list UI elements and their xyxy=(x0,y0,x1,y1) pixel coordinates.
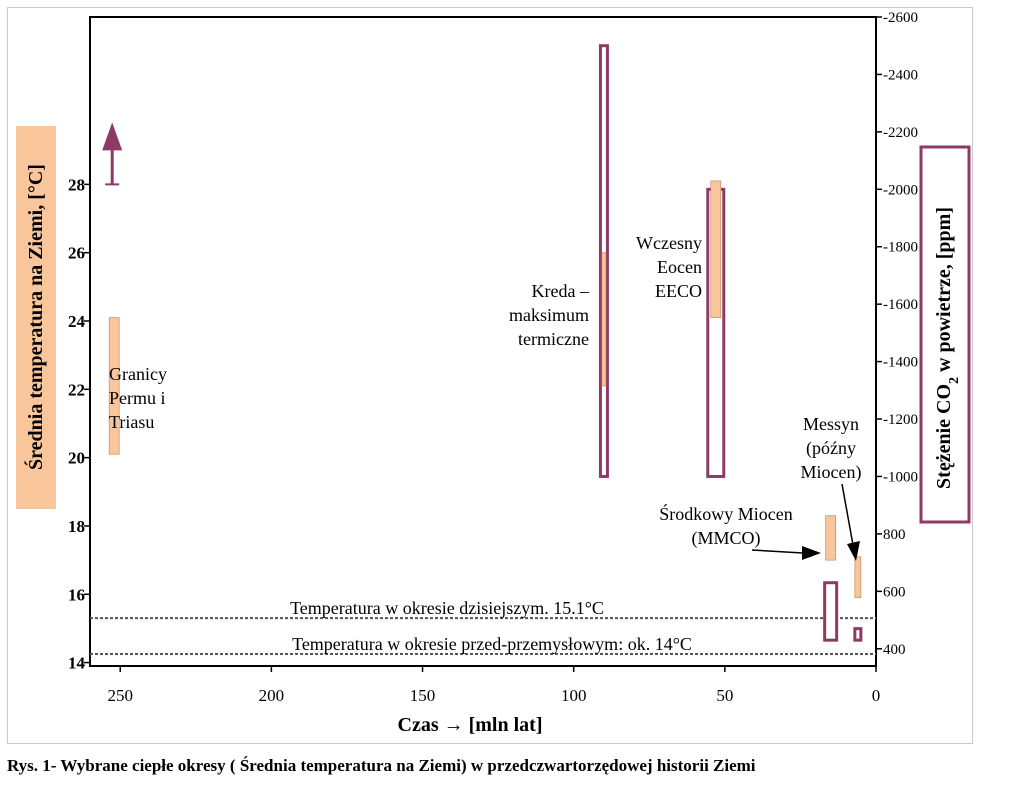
y-left-tick-label: 22 xyxy=(68,380,85,399)
y-right-tick-label: -2000 xyxy=(883,182,918,198)
y-left-axis-label: Średnia temperatura na Ziemi, [°C] xyxy=(23,164,47,470)
x-tick-label: 200 xyxy=(259,686,285,705)
y-right-tick-label: -1000 xyxy=(883,469,918,485)
annotation-messyn: Messyn xyxy=(803,414,859,434)
y-left-tick-label: 26 xyxy=(68,244,85,263)
y-right-tick-label: -1800 xyxy=(883,240,918,256)
x-tick-label: 50 xyxy=(716,686,733,705)
x-axis-label: Czas → [mln lat] xyxy=(398,714,543,736)
temperature-range-bar xyxy=(710,180,722,318)
y-left-label-box xyxy=(16,126,56,509)
annotation-kreda: termiczne xyxy=(518,329,589,349)
y-right-tick-label: 600 xyxy=(883,584,906,600)
x-tick-label: 250 xyxy=(107,686,133,705)
y-left-tick-label: 18 xyxy=(68,517,85,536)
y-right-label-box xyxy=(919,145,971,524)
y-right-tick-label: 800 xyxy=(883,527,906,543)
y-left-tick-label: 16 xyxy=(68,585,85,604)
y-right-axis-label: Stężenie CO2 w powietrze, [ppm] xyxy=(933,207,962,489)
temperature-range-bar xyxy=(854,556,862,599)
y-right-tick-label: -2400 xyxy=(883,67,918,83)
annotation-mmco: Środkowy Miocen xyxy=(659,503,793,524)
temperature-range-bar xyxy=(825,515,837,561)
y-left-tick-label: 20 xyxy=(68,449,85,468)
temperature-range-bar xyxy=(108,317,120,455)
figure-frame xyxy=(7,7,973,744)
co2-range-bar xyxy=(853,627,863,642)
annotation-messyn: (późny xyxy=(806,438,856,459)
figure-caption: Rys. 1- Wybrane ciepłe okresy ( Średnia … xyxy=(7,756,756,775)
annotation-eocen: Eocen xyxy=(657,257,702,277)
pointer-arrow-icon xyxy=(847,541,860,561)
x-tick-label: 100 xyxy=(561,686,587,705)
annotation-kreda: maksimum xyxy=(509,305,589,325)
annotation-permian-triassic: Permu i xyxy=(109,388,166,408)
pointer-line-mmco xyxy=(751,549,804,554)
annotation-eocen: EECO xyxy=(655,281,702,301)
arrow-up-icon xyxy=(102,122,123,151)
y-left-tick-label: 14 xyxy=(68,654,86,673)
pointer-arrow-icon xyxy=(802,546,821,560)
y-left-tick-label: 28 xyxy=(68,175,85,194)
y-right-tick-label: -1600 xyxy=(883,297,918,313)
y-left-tick-label: 24 xyxy=(68,312,86,331)
pointer-line-messyn xyxy=(841,483,854,546)
annotation-messyn: Miocen) xyxy=(801,462,862,483)
annotation-permian-triassic: Triasu xyxy=(109,412,154,432)
x-tick-label: 150 xyxy=(410,686,436,705)
co2-range-bar xyxy=(823,581,839,642)
annotation-mmco: (MMCO) xyxy=(691,528,760,549)
y-right-tick-label: -2600 xyxy=(883,10,918,26)
annotation-permian-triassic: Granicy xyxy=(109,364,167,384)
reference-line-label: Temperatura w okresie przed-przemysłowym… xyxy=(292,634,692,654)
annotation-kreda: Kreda – xyxy=(532,281,590,301)
plot-area xyxy=(89,16,877,667)
x-tick-label: 0 xyxy=(872,686,881,705)
y-right-tick-label: -1200 xyxy=(883,412,918,428)
annotation-eocen: Wczesny xyxy=(636,233,702,253)
y-right-tick-label: -1400 xyxy=(883,355,918,371)
y-right-tick-label: -2200 xyxy=(883,125,918,141)
temperature-range-bar xyxy=(601,252,607,387)
reference-line-label: Temperatura w okresie dzisiejszym. 15.1°… xyxy=(290,598,604,618)
y-right-tick-label: 400 xyxy=(883,642,906,658)
